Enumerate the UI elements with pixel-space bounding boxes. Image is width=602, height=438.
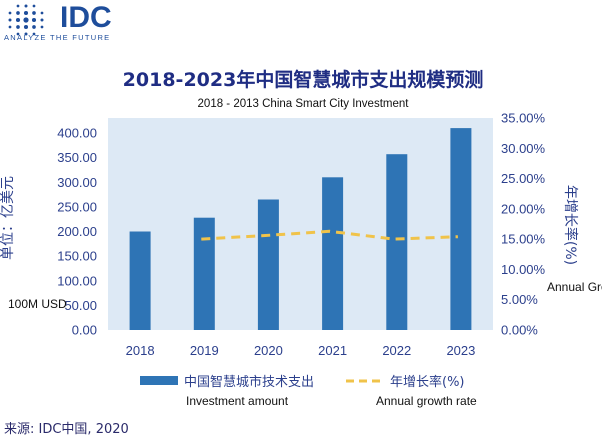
plot-area	[108, 118, 493, 330]
logo-dot	[32, 25, 36, 29]
logo-dot	[24, 4, 28, 8]
logo-dot	[8, 25, 12, 29]
legend-line-label: 年增长率(%)	[390, 374, 465, 390]
logo-dot	[31, 17, 37, 23]
left-axis-title: 单位：亿美元	[0, 176, 16, 260]
x-tick-label: 2020	[254, 343, 283, 358]
logo-globe-icon	[8, 4, 44, 36]
legend-bar-label-en: Investment amount	[186, 394, 289, 408]
left-tick-label: 250.00	[57, 199, 97, 214]
logo-dot	[23, 17, 29, 23]
x-tick-label: 2021	[318, 343, 347, 358]
bar-2019	[193, 217, 215, 330]
right-tick-label: 10.00%	[501, 262, 546, 277]
bar-2023	[450, 128, 472, 330]
logo-dot	[24, 32, 28, 36]
left-tick-label: 0.00	[72, 323, 97, 338]
x-tick-label: 2022	[382, 343, 411, 358]
left-tick-label: 400.00	[57, 126, 97, 141]
logo-dot	[23, 24, 29, 30]
right-tick-label: 15.00%	[501, 232, 546, 247]
right-tick-label: 0.00%	[501, 323, 538, 338]
source-note: 来源: IDC中国, 2020	[4, 422, 129, 437]
left-tick-label: 300.00	[57, 175, 97, 190]
left-tick-label: 50.00	[64, 298, 97, 313]
x-tick-label: 2018	[126, 343, 155, 358]
growth-line-layer	[201, 229, 458, 241]
chart-subtitle: 2018 - 2013 China Smart City Investment	[198, 98, 410, 110]
logo-dot	[16, 25, 20, 29]
x-tick-label: 2019	[190, 343, 219, 358]
logo-dot	[16, 4, 20, 8]
x-axis: 2018 2019 2020 2021 2022 2023	[126, 343, 476, 358]
right-axis: 0.00% 5.00% 10.00% 15.00% 20.00% 25.00% 30.00%…	[501, 111, 546, 338]
left-tick-label: 350.00	[57, 150, 97, 165]
legend-bar-swatch	[140, 376, 178, 385]
legend: 中国智慧城市技术支出 Investment amount 年增长率(%) Ann…	[140, 374, 477, 408]
legend-bar-label: 中国智慧城市技术支出	[184, 374, 314, 390]
logo-dot	[23, 10, 29, 16]
left-tick-label: 150.00	[57, 249, 97, 264]
logo-dot	[40, 18, 44, 22]
idc-logo: IDC ANALYZE THE FUTURE	[4, 1, 112, 42]
right-axis-unit-en: Annual Growth	[547, 280, 602, 294]
logo-dot	[40, 11, 44, 15]
logo-dot	[15, 17, 21, 23]
left-tick-label: 200.00	[57, 224, 97, 239]
x-tick-label: 2023	[446, 343, 475, 358]
brand-tagline: ANALYZE THE FUTURE	[4, 33, 110, 42]
left-axis-unit-en: 100M USD	[8, 297, 67, 311]
bars-layer	[129, 128, 472, 330]
logo-dot	[40, 25, 44, 29]
logo-dot	[8, 18, 12, 22]
logo-dot	[16, 32, 20, 36]
left-axis: 0.00 50.00 100.00 150.00 200.00 250.00 300.00 3…	[57, 126, 97, 338]
bar-2020	[257, 199, 279, 330]
logo-dot	[32, 32, 36, 36]
right-tick-label: 25.00%	[501, 171, 546, 186]
bar-2018	[129, 231, 151, 330]
right-axis-title: 年增长率(%)	[562, 185, 579, 265]
right-tick-label: 30.00%	[501, 141, 546, 156]
legend-line-label-en: Annual growth rate	[376, 394, 477, 408]
right-tick-label: 5.00%	[501, 292, 538, 307]
chart-title: 2018-2023年中国智慧城市支出规模预测	[123, 68, 484, 91]
logo-dot	[32, 11, 36, 15]
logo-dot	[16, 11, 20, 15]
left-tick-label: 100.00	[57, 273, 97, 288]
right-tick-label: 20.00%	[501, 201, 546, 216]
right-tick-label: 35.00%	[501, 111, 546, 126]
brand-name: IDC	[60, 1, 112, 34]
logo-dot	[8, 11, 12, 15]
bar-2021	[322, 177, 344, 330]
logo-dot	[32, 4, 36, 8]
bar-2022	[386, 154, 408, 330]
